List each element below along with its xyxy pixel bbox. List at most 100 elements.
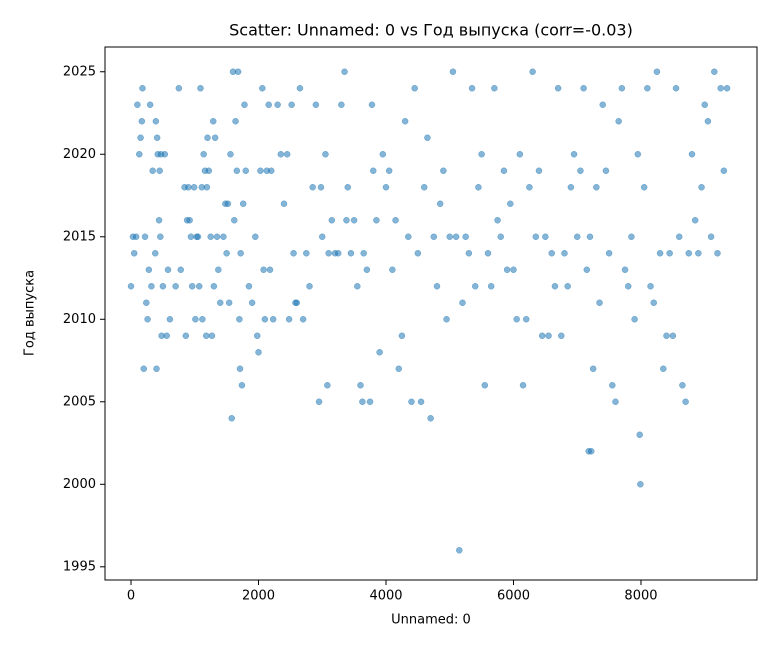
- x-tick-label: 6000: [497, 589, 530, 604]
- point: [570, 151, 578, 158]
- point: [369, 167, 377, 175]
- point: [203, 184, 211, 191]
- point: [691, 217, 699, 224]
- point: [157, 233, 164, 241]
- point: [366, 398, 374, 406]
- y-tick-label: 1995: [63, 559, 96, 574]
- point: [253, 332, 261, 340]
- point: [634, 151, 642, 158]
- point: [151, 250, 159, 257]
- point: [503, 266, 511, 274]
- point: [266, 266, 274, 274]
- point: [325, 250, 332, 257]
- point: [161, 151, 169, 158]
- point: [283, 151, 291, 158]
- point: [255, 349, 262, 356]
- point: [132, 233, 140, 241]
- point: [182, 332, 190, 340]
- point: [228, 415, 235, 422]
- point: [561, 250, 568, 257]
- point: [446, 233, 453, 241]
- point: [551, 283, 559, 290]
- point: [153, 365, 160, 373]
- point: [164, 266, 172, 274]
- point: [567, 184, 575, 191]
- point: [596, 299, 603, 307]
- point: [322, 151, 329, 158]
- point: [242, 167, 250, 175]
- point: [408, 398, 415, 406]
- point: [245, 283, 253, 290]
- point: [146, 101, 154, 109]
- point: [317, 184, 325, 191]
- point: [163, 332, 170, 340]
- point: [695, 250, 702, 257]
- point: [373, 217, 380, 224]
- point: [532, 233, 540, 241]
- point: [153, 134, 161, 142]
- point: [280, 200, 288, 208]
- point: [248, 299, 256, 307]
- point: [462, 233, 469, 241]
- point: [277, 151, 285, 158]
- point: [136, 151, 143, 158]
- point: [602, 167, 610, 175]
- point: [401, 118, 409, 125]
- point: [392, 217, 399, 224]
- point: [220, 233, 227, 241]
- point: [138, 118, 146, 125]
- point: [211, 134, 219, 142]
- point: [139, 85, 146, 92]
- point: [424, 134, 431, 142]
- point: [140, 365, 148, 373]
- point: [720, 167, 728, 175]
- point: [156, 167, 163, 175]
- point: [357, 382, 364, 389]
- point: [637, 481, 644, 488]
- point: [443, 316, 450, 323]
- plot-frame: [104, 46, 758, 581]
- point: [583, 266, 591, 274]
- point: [306, 283, 313, 290]
- point: [274, 101, 281, 109]
- point: [205, 167, 213, 175]
- point: [417, 398, 425, 406]
- point: [586, 233, 594, 241]
- point: [210, 283, 218, 290]
- point: [130, 250, 138, 257]
- point: [475, 184, 482, 191]
- point: [368, 101, 376, 109]
- point: [209, 118, 217, 125]
- point: [430, 233, 438, 241]
- point: [208, 332, 216, 340]
- point: [188, 283, 196, 290]
- point: [315, 398, 323, 406]
- point: [224, 200, 232, 208]
- point: [580, 85, 587, 92]
- point: [197, 85, 204, 92]
- point: [389, 266, 396, 274]
- point: [312, 101, 320, 109]
- point: [363, 266, 371, 274]
- point: [636, 431, 643, 439]
- point: [186, 217, 193, 224]
- point: [660, 365, 667, 373]
- point: [318, 233, 326, 241]
- point: [303, 250, 310, 257]
- point: [343, 217, 350, 224]
- point: [265, 101, 272, 109]
- point: [573, 233, 581, 241]
- point: [252, 233, 259, 241]
- point: [257, 167, 264, 175]
- point: [704, 118, 712, 125]
- point: [269, 316, 277, 323]
- point: [350, 217, 358, 224]
- point: [679, 382, 686, 389]
- point: [293, 299, 300, 307]
- point: [471, 283, 479, 290]
- point: [238, 382, 246, 389]
- point: [723, 85, 731, 92]
- point: [621, 266, 629, 274]
- point: [711, 68, 718, 76]
